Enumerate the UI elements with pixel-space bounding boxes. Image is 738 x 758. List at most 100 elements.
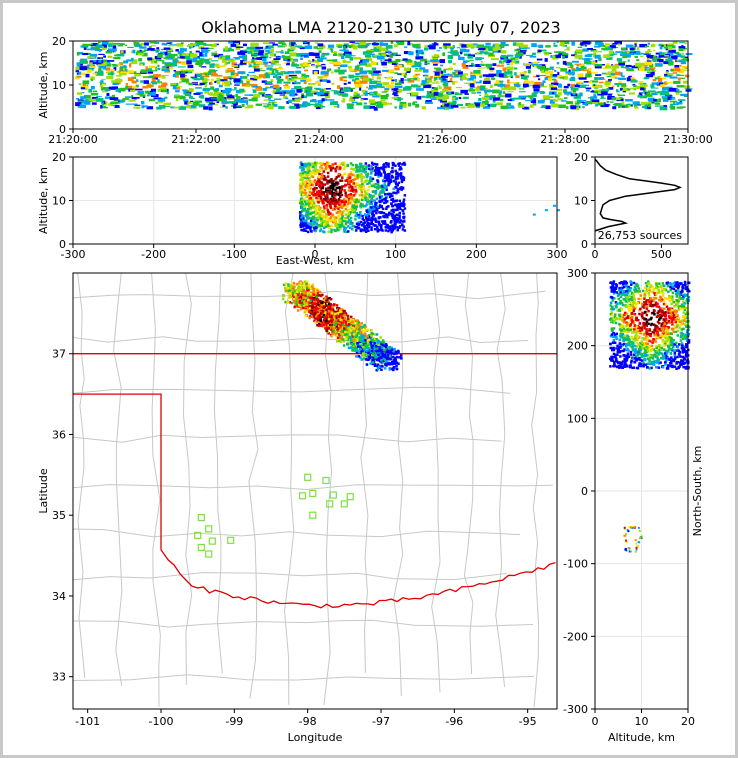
source-point xyxy=(396,62,399,65)
source-point xyxy=(638,82,647,85)
source-point xyxy=(468,54,475,57)
source-point xyxy=(395,226,398,229)
source-point xyxy=(682,69,690,71)
source-point xyxy=(379,167,383,170)
source-point xyxy=(146,68,152,72)
source-point xyxy=(611,97,617,101)
source-point xyxy=(283,71,290,75)
source-point xyxy=(477,44,485,48)
source-point xyxy=(397,73,402,75)
source-point xyxy=(340,206,344,210)
source-point xyxy=(681,59,686,63)
source-point xyxy=(193,92,201,95)
source-point xyxy=(305,87,313,89)
source-point xyxy=(284,62,287,64)
source-point xyxy=(301,172,305,175)
source-point xyxy=(276,56,282,58)
source-point xyxy=(352,207,356,210)
source-point xyxy=(380,100,386,102)
source-point xyxy=(433,92,439,96)
source-point xyxy=(290,301,294,305)
source-point xyxy=(350,208,354,211)
source-point xyxy=(309,223,313,226)
source-point xyxy=(616,89,619,92)
source-point xyxy=(310,201,314,205)
source-point xyxy=(304,229,308,232)
source-point xyxy=(630,78,636,81)
source-point xyxy=(316,181,319,184)
source-point xyxy=(323,222,326,226)
source-point xyxy=(552,85,557,89)
source-point xyxy=(479,94,482,96)
source-point xyxy=(299,201,302,205)
source-point xyxy=(173,86,181,90)
source-point xyxy=(308,183,311,186)
source-point xyxy=(619,72,623,76)
y-axis-label: Altitude, km xyxy=(37,51,50,118)
source-point xyxy=(612,51,615,55)
source-point xyxy=(179,81,182,84)
source-point xyxy=(404,72,407,76)
source-point xyxy=(386,173,390,176)
source-point xyxy=(353,345,356,348)
source-point xyxy=(193,57,200,60)
source-point xyxy=(352,198,355,201)
source-point xyxy=(196,60,204,64)
source-point xyxy=(86,69,92,73)
source-point xyxy=(585,73,592,78)
source-point xyxy=(113,56,121,60)
source-point xyxy=(410,95,417,97)
source-point xyxy=(340,335,343,338)
source-point xyxy=(366,225,370,229)
source-point xyxy=(376,229,380,232)
source-point xyxy=(547,77,552,82)
source-point xyxy=(633,89,636,91)
source-point xyxy=(556,67,561,69)
source-point xyxy=(101,62,107,66)
source-point xyxy=(166,91,169,95)
source-point xyxy=(340,179,344,182)
source-point xyxy=(594,65,602,69)
source-point xyxy=(669,100,677,103)
source-point xyxy=(82,45,89,48)
source-point xyxy=(412,43,420,47)
source-point xyxy=(375,209,379,212)
source-point xyxy=(403,74,407,78)
source-point xyxy=(344,184,348,187)
source-point xyxy=(398,211,401,215)
source-point xyxy=(302,168,305,172)
source-point xyxy=(417,49,424,54)
source-point xyxy=(244,106,251,109)
source-point xyxy=(230,89,237,91)
source-point xyxy=(524,63,530,65)
source-point xyxy=(174,95,183,97)
source-point xyxy=(468,89,475,92)
source-point xyxy=(389,193,393,197)
source-point xyxy=(149,70,158,72)
source-point xyxy=(258,50,265,53)
source-point xyxy=(373,106,378,111)
source-point xyxy=(257,47,261,52)
source-point xyxy=(311,211,315,214)
source-point xyxy=(255,76,262,80)
source-point xyxy=(603,49,608,51)
source-point xyxy=(299,47,305,50)
source-point xyxy=(347,230,350,233)
source-point xyxy=(343,203,346,206)
source-point xyxy=(135,52,139,56)
source-point xyxy=(321,63,326,66)
source-point xyxy=(381,229,384,232)
source-point xyxy=(577,99,582,103)
source-point xyxy=(390,214,394,217)
source-point xyxy=(337,205,340,209)
source-point xyxy=(385,54,389,56)
source-point xyxy=(158,85,167,89)
source-point xyxy=(397,226,400,229)
source-point xyxy=(245,102,248,105)
source-point xyxy=(378,196,382,199)
source-point xyxy=(139,94,146,97)
source-point xyxy=(330,166,333,170)
source-point xyxy=(162,60,165,64)
source-point xyxy=(303,62,308,66)
source-point xyxy=(378,211,381,214)
